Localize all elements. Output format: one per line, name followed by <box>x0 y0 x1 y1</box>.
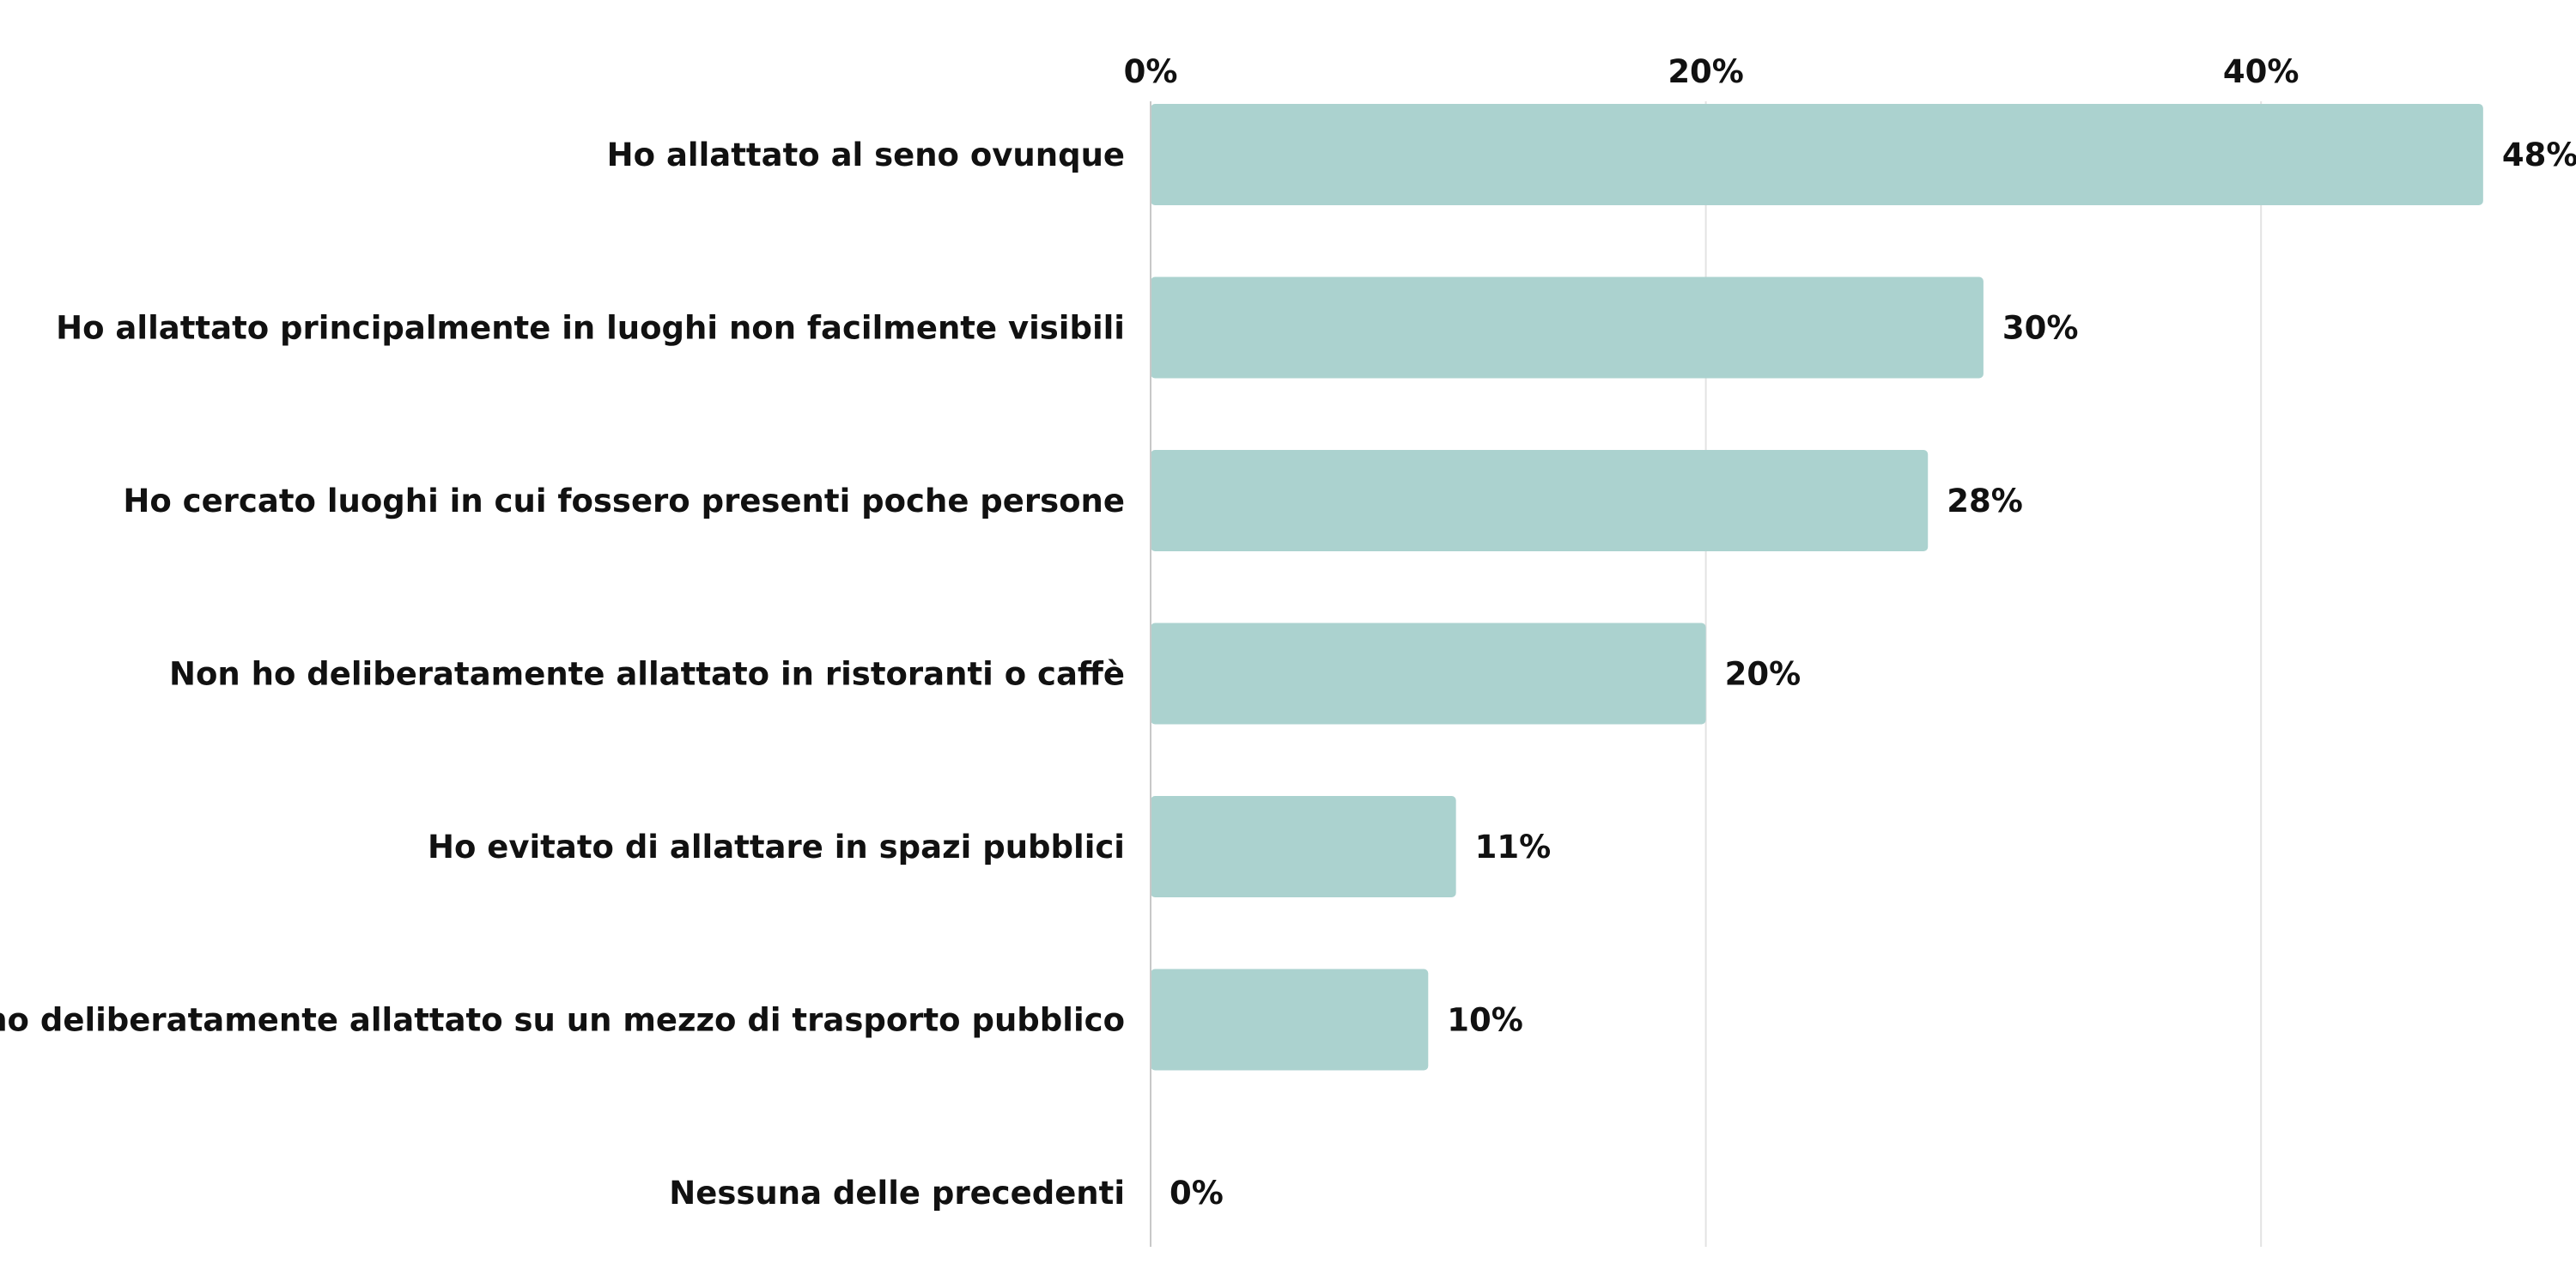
category-label: Ho allattato principalmente in luoghi no… <box>56 310 1125 347</box>
value-label: 10% <box>1447 1002 1523 1039</box>
value-label: 11% <box>1475 829 1552 866</box>
bar <box>1151 104 2483 205</box>
x-axis-ticks: 0% 20% 40% <box>1124 53 2300 90</box>
category-label: Ho evitato di allattare in spazi pubblic… <box>428 829 1125 866</box>
bar <box>1151 450 1929 551</box>
x-tick-label: 40% <box>2223 53 2300 90</box>
category-label: Ho cercato luoghi in cui fossero present… <box>123 483 1125 519</box>
bar <box>1151 796 1456 897</box>
category-label: Nessuna delle precedenti <box>669 1175 1125 1212</box>
bars <box>1151 104 2483 1071</box>
x-tick-label: 0% <box>1124 53 1178 90</box>
category-labels: Ho allattato al seno ovunque Ho allattato… <box>0 137 1125 1212</box>
category-label: Non ho deliberatamente allattato su un m… <box>0 1002 1125 1039</box>
bar <box>1151 623 1706 725</box>
bar <box>1151 969 1429 1071</box>
value-label: 28% <box>1947 483 2023 519</box>
x-tick-label: 20% <box>1668 53 1744 90</box>
value-label: 48% <box>2502 137 2576 173</box>
value-label: 20% <box>1725 656 1801 693</box>
category-label: Ho allattato al seno ovunque <box>607 137 1125 173</box>
value-label: 0% <box>1170 1175 1224 1212</box>
value-labels: 48% 30% 28% 20% 11% 10% 0% <box>1170 137 2576 1212</box>
value-label: 30% <box>2002 310 2079 347</box>
bar <box>1151 276 1984 379</box>
category-label: Non ho deliberatamente allattato in rist… <box>169 656 1125 693</box>
